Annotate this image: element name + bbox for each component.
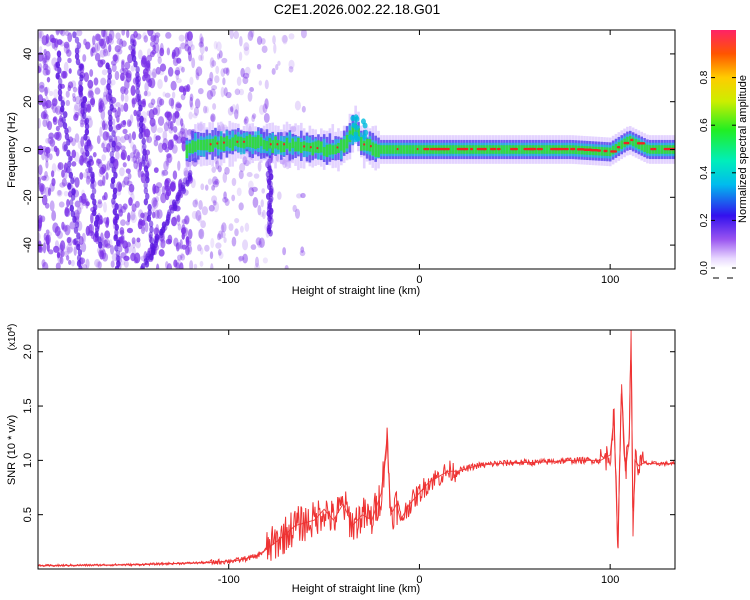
spectrogram-x-tick-label: 100 xyxy=(601,274,619,286)
spectrogram-y-tick-label: -20 xyxy=(22,189,34,205)
spectrogram-y-tick-label: 40 xyxy=(22,48,34,60)
figure-title: C2E1.2026.002.22.18.G01 xyxy=(274,1,441,17)
snr-x-tick-label: 100 xyxy=(601,574,619,586)
snr-y-scale: (x104) xyxy=(7,324,19,351)
snr-y-ticks: 0.5 1.0 1.5 2.0 xyxy=(22,344,675,522)
colorbar-label: Normalized spectral amplitude xyxy=(737,75,749,223)
spectrogram-y-tick-label: 20 xyxy=(22,96,34,108)
colorbar-tick-label: 0.0 xyxy=(699,261,710,275)
spectrogram-x-label: Height of straight line (km) xyxy=(292,285,420,297)
colorbar-tick-label: 0.4 xyxy=(699,165,710,179)
svg-text:(x104): (x104) xyxy=(7,324,19,351)
colorbar-tick-label: 0.6 xyxy=(699,118,710,132)
snr-x-ticks: -100 0 100 xyxy=(218,330,619,586)
spectrogram-y-tick-label: 0 xyxy=(22,146,34,152)
snr-noise-trace xyxy=(38,360,675,568)
colorbar-gradient xyxy=(711,30,736,268)
snr-y-tick-label: 1.0 xyxy=(22,453,34,468)
snr-y-scale-exponent: 4 xyxy=(7,327,14,331)
colorbar-tick-label: 0.2 xyxy=(699,213,710,227)
snr-x-tick-label: 0 xyxy=(416,574,422,586)
snr-line xyxy=(38,330,675,567)
spectrogram-panel: -100 0 100 -40 -20 0 20 40 Height of straight … xyxy=(6,29,676,297)
spectrogram-y-label: Frequency (Hz) xyxy=(6,112,18,188)
snr-panel: -100 0 100 0.5 1.0 1.5 2.0 Height of straight… xyxy=(6,324,676,595)
snr-series xyxy=(38,330,675,568)
spectrogram-x-tick-label: 0 xyxy=(416,274,422,286)
snr-y-tick-label: 1.5 xyxy=(22,398,34,413)
snr-x-label: Height of straight line (km) xyxy=(292,583,420,595)
snr-y-tick-label: 2.0 xyxy=(22,344,34,359)
spectrogram-noise xyxy=(38,30,307,269)
snr-y-scale-label: (x10 xyxy=(7,330,18,350)
snr-y-tick-label: 0.5 xyxy=(22,507,34,522)
snr-x-tick-label: -100 xyxy=(218,574,240,586)
spectrogram-x-ticks: -100 0 100 xyxy=(218,30,619,286)
colorbar: 0.0 0.2 0.4 0.6 0.8 Normalized spectral ampl… xyxy=(699,30,749,279)
snr-y-label: SNR (10 * v/v) xyxy=(6,415,18,485)
spectrogram-ridge xyxy=(185,105,675,172)
colorbar-ticks: 0.0 0.2 0.4 0.6 0.8 xyxy=(699,70,736,275)
spectrogram-x-tick-label: -100 xyxy=(218,274,240,286)
spectrogram-y-ticks: -40 -20 0 20 40 xyxy=(22,48,675,253)
spectrogram-y-tick-label: -40 xyxy=(22,237,34,253)
colorbar-tick-label: 0.8 xyxy=(699,70,710,84)
